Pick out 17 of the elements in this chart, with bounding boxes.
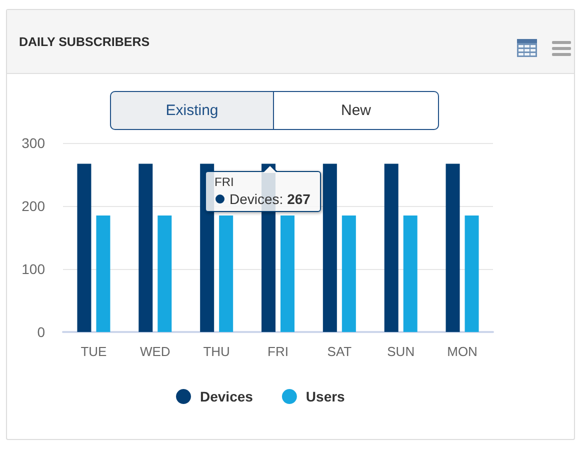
text: Existing xyxy=(110,91,274,130)
y-tick-label: 200 xyxy=(22,198,46,214)
x-tick-label: WED xyxy=(140,344,170,359)
y-tick-label: 0 xyxy=(37,324,46,340)
y-tick-label: 300 xyxy=(22,135,46,151)
y-tick-label: 100 xyxy=(22,261,46,277)
chart-title: DAILY SUBSCRIBERS xyxy=(19,35,150,49)
x-tick-label: SAT xyxy=(327,344,352,359)
legend-label: Devices xyxy=(200,388,254,404)
text: New xyxy=(274,91,439,130)
x-tick-label: FRI xyxy=(268,344,288,359)
annotation: FRI Devices: 267 xyxy=(214,174,310,208)
x-tick-label: MON xyxy=(447,344,478,359)
legend-label: Users xyxy=(306,388,346,404)
x-tick-label: SUN xyxy=(387,344,415,359)
x-tick-label: THU xyxy=(203,344,230,359)
x-tick-label: TUE xyxy=(80,344,108,359)
